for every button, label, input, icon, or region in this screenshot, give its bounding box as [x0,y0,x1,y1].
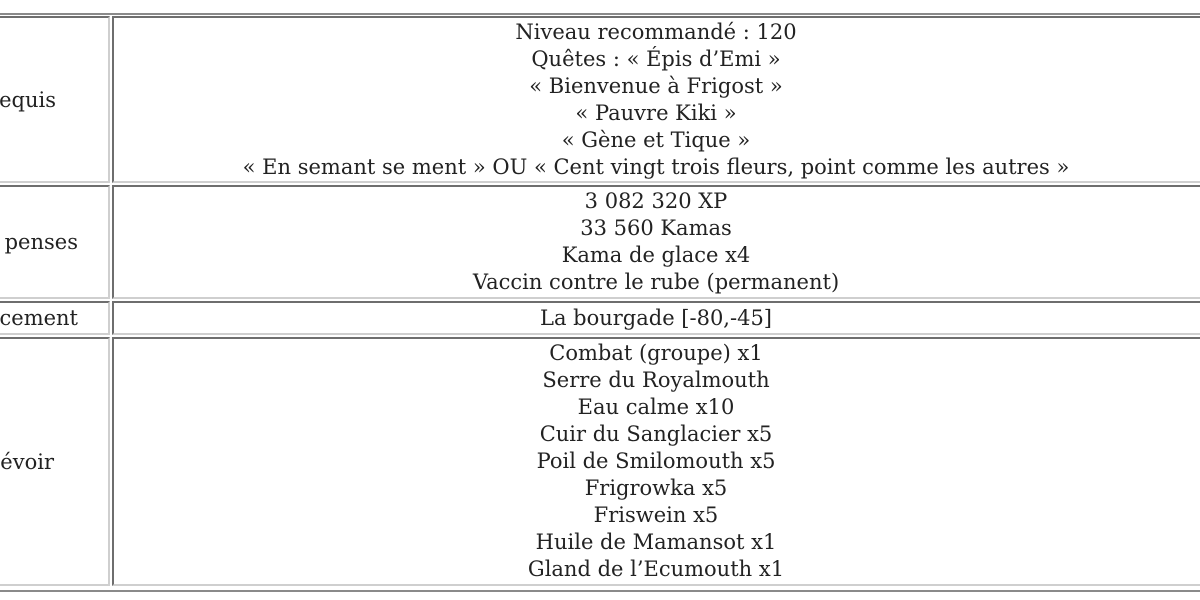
label-cell-emplacement: cement [0,301,110,335]
value-line: Quêtes : « Épis d’Emi » [531,46,781,71]
value-line: Poil de Smilomouth x5 [536,449,776,473]
value-line: Huile de Mamansot x1 [535,530,777,554]
label-cell-recompenses: penses [0,185,110,299]
value-line: « Gène et Tique » [561,127,751,152]
value-line: La bourgade [-80,-45] [540,305,772,330]
value-cell-emplacement: La bourgade [-80,-45] [112,301,1200,335]
row-label: penses [4,230,78,254]
value-line: Kama de glace x4 [561,243,751,267]
value-line: « Bienvenue à Frigost » [529,73,783,98]
value-line: Eau calme x10 [577,395,735,419]
row-label: évoir [0,449,54,474]
value-line: Vaccin contre le rube (permanent) [472,270,840,294]
value-line: Gland de l’Ecumouth x1 [527,557,785,581]
value-line: Combat (groupe) x1 [549,341,763,365]
value-cell-prerequis: Niveau recommandé : 120 Quêtes : « Épis … [112,16,1200,183]
value-line: Serre du Royalmouth [542,368,770,392]
quest-info-table [0,13,1200,592]
value-line: « En semant se ment » OU « Cent vingt tr… [242,154,1070,179]
value-line: Niveau recommandé : 120 [515,19,797,44]
value-line: 33 560 Kamas [580,216,732,240]
value-cell-a-prevoir: Combat (groupe) x1 Serre du Royalmouth E… [112,337,1200,586]
label-cell-a-prevoir: évoir [0,337,110,586]
value-line: 3 082 320 XP [584,189,728,213]
value-line: Friswein x5 [593,503,719,527]
value-line: « Pauvre Kiki » [575,100,737,125]
value-line: Frigrowka x5 [584,476,728,500]
row-label: equis [0,87,56,112]
value-cell-recompenses: 3 082 320 XP 33 560 Kamas Kama de glace … [112,185,1200,299]
label-cell-prerequis: equis [0,16,110,183]
value-line: Cuir du Sanglacier x5 [539,422,773,446]
row-label: cement [0,306,78,330]
